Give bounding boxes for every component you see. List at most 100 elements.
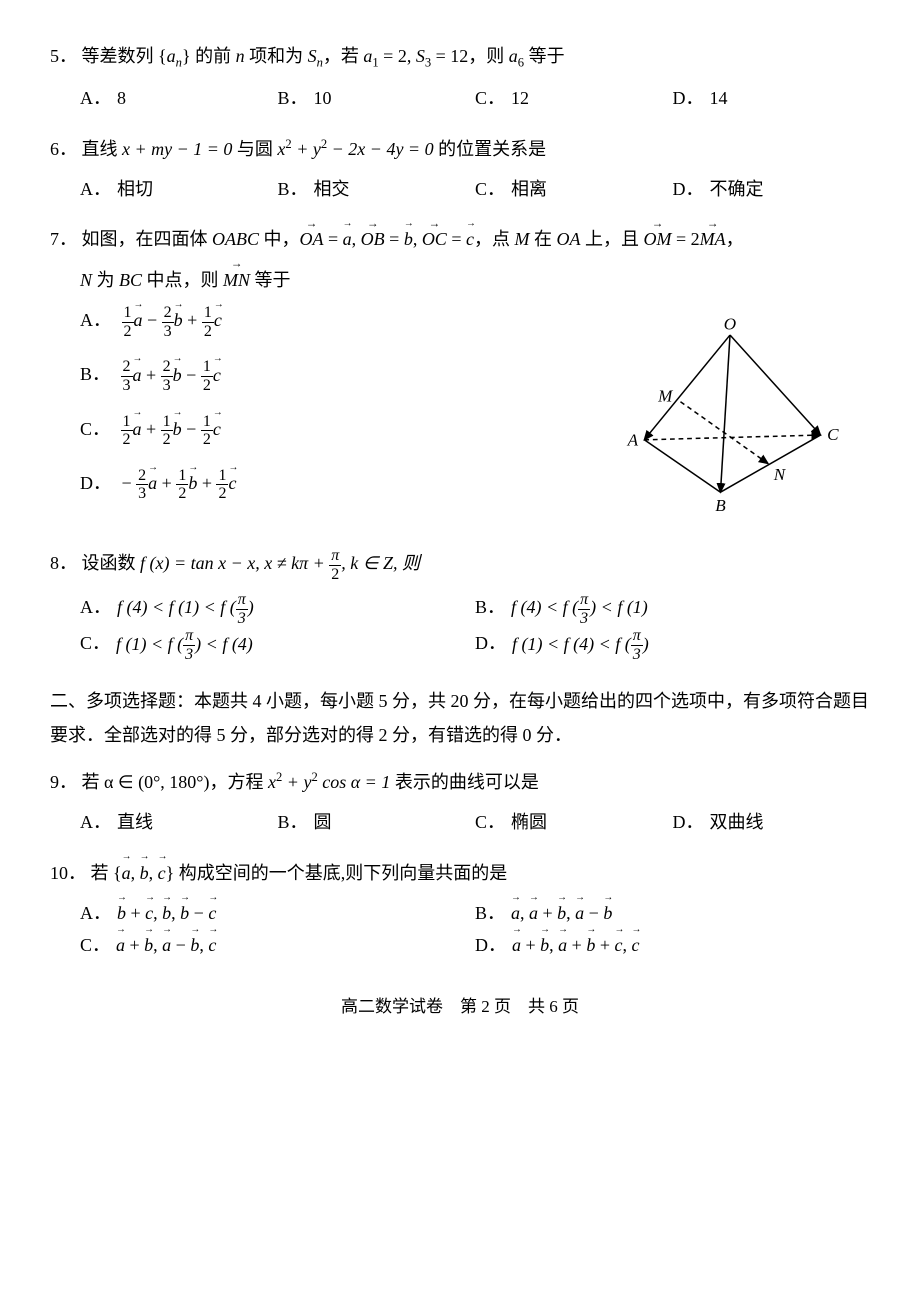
q10-number: 10．	[50, 863, 86, 883]
t: ) < f (1)	[590, 597, 648, 617]
q8-fx: f (x) = tan x − x, x ≠ kπ +	[140, 553, 329, 573]
d: 3	[121, 377, 133, 395]
q7-opt-d: D． − 23a + 12b + 12c	[80, 467, 610, 503]
q7-eq2: =	[385, 229, 404, 249]
v: a	[133, 359, 142, 391]
q6-ex1: x + my − 1 = 0	[122, 139, 232, 159]
q5-opt-d: D．14	[673, 82, 871, 114]
q6-b-text: 相交	[314, 179, 350, 199]
s: ,	[199, 935, 208, 955]
n: π	[183, 627, 195, 646]
v: c	[208, 929, 216, 961]
d: 2	[121, 431, 133, 449]
q7-BC: BC	[119, 270, 142, 290]
q7-t5: 上，且	[580, 229, 643, 249]
q5-Sn-S: S	[308, 46, 317, 66]
q6-opt-a: A．相切	[80, 173, 278, 205]
q5-d-text: 14	[710, 88, 728, 108]
n: 2	[136, 467, 148, 486]
lbl-M: M	[657, 387, 674, 406]
n: π	[329, 547, 341, 566]
s: ,	[622, 935, 631, 955]
q7-diagram-col: O A B C M N	[610, 296, 870, 526]
q9-t1: 若 α ∈ (0°, 180°)，方程	[82, 772, 269, 792]
label-d: D．	[673, 812, 704, 832]
q7-opt-b: B． 23a + 23b − 12c	[80, 358, 610, 394]
t: f (4) < f (1) < f (	[117, 597, 236, 617]
n: 2	[162, 304, 174, 323]
q8-c-text: f (1) < f (π3) < f (4)	[116, 634, 253, 654]
q9-opt-a: A．直线	[80, 806, 278, 838]
q7-vb: b	[404, 223, 413, 255]
n: π	[631, 627, 643, 646]
v: b	[144, 929, 153, 961]
q7-t8: 中点，则	[142, 270, 223, 290]
q7-t6: ，	[726, 229, 744, 249]
q7-vec-ma: MA	[700, 223, 726, 255]
label-a: A．	[80, 903, 111, 923]
q7-eq4: = 2	[671, 229, 699, 249]
q8-opt-d: D．f (1) < f (4) < f (π3)	[475, 627, 870, 663]
d: 2	[216, 485, 228, 503]
d: 3	[236, 610, 248, 628]
q10-c-text: a + b, a − b, c	[116, 935, 216, 955]
lbl-B: B	[715, 496, 726, 515]
q9-b-text: 圆	[314, 812, 332, 832]
v: b	[540, 929, 549, 961]
t: ) < f (4)	[195, 634, 253, 654]
q8-opt-c: C．f (1) < f (π3) < f (4)	[80, 627, 475, 663]
q8-number: 8．	[50, 553, 77, 573]
n: 1	[202, 304, 214, 323]
d: 3	[578, 610, 590, 628]
s: ,	[549, 935, 558, 955]
q6-d-text: 不确定	[710, 179, 764, 199]
q5-n: n	[236, 46, 245, 66]
label-c: C．	[475, 88, 505, 108]
label-a: A．	[80, 179, 111, 199]
q9-t2: 表示的曲线可以是	[390, 772, 539, 792]
q7-eq3: =	[447, 229, 466, 249]
q9-xb: + y	[282, 772, 311, 792]
q6-t3: 的位置关系是	[434, 139, 547, 159]
n: 1	[176, 467, 188, 486]
t: f (1) < f (	[116, 634, 183, 654]
question-8: 8． 设函数 f (x) = tan x − x, x ≠ kπ + π2, k…	[50, 547, 870, 664]
q7-body: A． 12a − 23b + 12c B． 23a + 23b − 12c C．…	[50, 296, 870, 529]
q10-vc: c	[158, 857, 166, 889]
q6-opt-d: D． 不确定	[673, 173, 871, 205]
n: 2	[161, 358, 173, 377]
s: +	[595, 935, 614, 955]
q9-opt-d: D．双曲线	[673, 806, 871, 838]
section-2-header: 二、多项选择题：本题共 4 小题，每小题 5 分，共 20 分，在每小题给出的四…	[50, 684, 870, 752]
label-d: D．	[673, 179, 704, 199]
t: f (4) < f (	[511, 597, 578, 617]
q9-number: 9．	[50, 772, 77, 792]
d: 2	[201, 431, 213, 449]
question-9: 9． 若 α ∈ (0°, 180°)，方程 x2 + y2 cos α = 1…	[50, 766, 870, 839]
s: ,	[153, 903, 162, 923]
label-a: A．	[80, 88, 111, 108]
t: )	[643, 634, 649, 654]
q10-text: 若 {a, b, c} 构成空间的一个基底,则下列向量共面的是	[91, 863, 508, 883]
question-6: 6． 直线 x + my − 1 = 0 与圆 x2 + y2 − 2x − 4…	[50, 133, 870, 206]
page-footer: 高二数学试卷 第 2 页 共 6 页	[50, 992, 870, 1023]
v: a	[575, 897, 584, 929]
q10-opt-b: B．a, a + b, a − b	[475, 897, 870, 929]
v: a	[148, 467, 157, 499]
v: a	[116, 929, 125, 961]
q7-vec-oc: OC	[422, 223, 447, 255]
n: 1	[216, 467, 228, 486]
q9-xc: cos α = 1	[318, 772, 391, 792]
q6-ex2b: + y	[292, 139, 321, 159]
q10-opt-c: C．a + b, a − b, c	[80, 929, 475, 961]
v: a	[512, 929, 521, 961]
q7-t3: ，点	[474, 229, 515, 249]
s: +	[125, 935, 144, 955]
q7-c2: ,	[413, 229, 422, 249]
v: b	[190, 929, 199, 961]
q7-t4: 在	[529, 229, 556, 249]
v: a	[558, 929, 567, 961]
q6-number: 6．	[50, 139, 77, 159]
q7-c1: ,	[352, 229, 361, 249]
q7-text: 如图，在四面体 OABC 中，OA = a, OB = b, OC = c，点 …	[82, 229, 744, 249]
